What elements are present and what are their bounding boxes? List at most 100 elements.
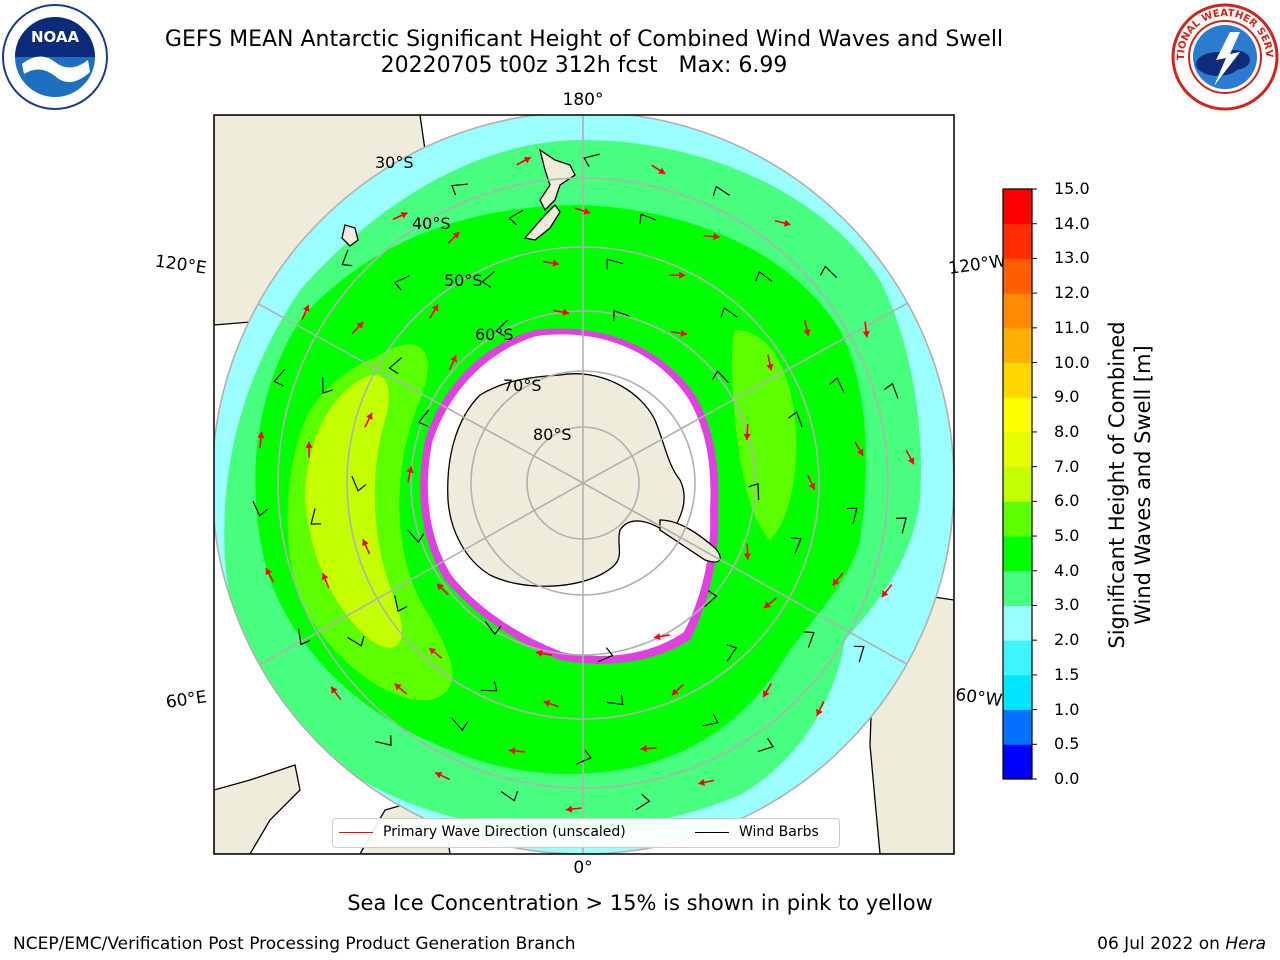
colorbar-segment [1003, 258, 1032, 294]
lat-label-70s: 70°S [503, 376, 542, 395]
wind-barb [351, 475, 367, 492]
colorbar-frame [1002, 188, 1033, 780]
wave-direction-arrowhead [366, 412, 373, 420]
wind-barb [393, 275, 410, 291]
wind-barb [310, 508, 322, 525]
colorbar-tick-label: 1.0 [1054, 699, 1080, 719]
wave-direction-arrowhead [302, 304, 310, 312]
colorbar-tick-label: 5.0 [1054, 526, 1080, 546]
colorbar-tick-label: 11.0 [1054, 317, 1090, 337]
colorbar-tick-label: 14.0 [1054, 213, 1090, 233]
legend-wave-line [339, 832, 373, 833]
wind-barb [252, 500, 268, 517]
land-over-disk [341, 148, 576, 247]
wind-barb [712, 185, 730, 197]
legend-barb-line [695, 832, 729, 833]
wave-direction-arrowhead [743, 433, 751, 440]
map-frame [213, 114, 955, 855]
colorbar-tick-label: 0.0 [1054, 769, 1080, 788]
colorbar-tick-label: 0.5 [1054, 734, 1080, 754]
lat-label-40s: 40°S [412, 214, 451, 233]
wave-direction-arrowhead [654, 633, 661, 641]
wave-direction-arrowhead [321, 573, 329, 581]
legend-wind-barbs: Wind Barbs [739, 824, 819, 840]
credit-left: NCEP/EMC/Verification Post Processing Pr… [13, 934, 576, 954]
wave-direction-arrowhead [658, 167, 666, 174]
wave-direction-arrowhead [331, 686, 338, 694]
wind-barb [790, 537, 802, 554]
wind-barb [788, 411, 803, 428]
wind-barb [635, 794, 651, 811]
wave-direction-arrowhead [763, 601, 771, 609]
wave-direction-arrowhead [265, 568, 272, 576]
wave-direction-arrowhead [713, 232, 720, 241]
colorbar-segment [1003, 605, 1032, 641]
wind-barb [583, 153, 600, 168]
colorbar-segment [1003, 744, 1032, 780]
colorbar-tick-label: 2.0 [1054, 630, 1080, 650]
credit-right: 06 Jul 2022 on Hera [1097, 934, 1266, 954]
credit-date: 06 Jul 2022 on [1097, 934, 1226, 954]
colorbar-tick-label: 10.0 [1054, 352, 1090, 372]
wave-direction-arrowhead [763, 690, 770, 698]
colorbar-segment [1003, 640, 1032, 676]
wind-barb [407, 529, 425, 544]
wave-direction-arrowhead [536, 649, 543, 657]
wave-direction-arrowhead [680, 329, 688, 337]
colorbar-segment [1003, 327, 1032, 364]
colorbar-segment [1003, 570, 1032, 606]
colorbar-segment [1003, 501, 1032, 537]
wind-barb [757, 737, 774, 753]
wave-direction-arrowhead [671, 688, 679, 696]
africa-land [214, 764, 301, 854]
wave-direction-arrowhead [816, 708, 823, 716]
lat-label-30s: 30°S [375, 153, 414, 172]
lon-label-120w: 120°W [947, 251, 1007, 279]
colorbar-tick-label: 1.5 [1054, 664, 1080, 684]
new-zealand-south [523, 203, 561, 241]
lon-label-60w: 60°W [954, 685, 1003, 711]
colorbar-tick-label: 8.0 [1054, 421, 1080, 441]
wave-direction-arrowhead [552, 259, 560, 267]
lat-label-80s: 80°S [533, 425, 572, 444]
wind-barb [500, 791, 519, 802]
wind-barb [394, 595, 408, 613]
wind-barb [451, 183, 468, 196]
wind-barb [819, 265, 838, 279]
wind-barb [575, 749, 592, 765]
wind-barb [702, 713, 719, 727]
lon-label-60e: 60°E [165, 687, 208, 712]
sea-ice-footnote: Sea Ice Concentration > 15% is shown in … [347, 891, 933, 915]
lon-label-0: 0° [573, 858, 592, 878]
colorbar-tick-label: 12.0 [1054, 283, 1090, 303]
antarctica-land [447, 373, 685, 587]
colorbar-label: Significant Height of Combined Wind Wave… [1104, 235, 1156, 735]
wave-direction-arrowhead [257, 431, 265, 439]
tasmania [341, 224, 359, 247]
colorbar-label-line-2: Wind Waves and Swell [m] [1131, 345, 1155, 625]
colorbar-segment [1003, 709, 1032, 745]
wave-direction-arrowhead [881, 590, 889, 598]
wave-field-5-6m [305, 374, 402, 648]
colorbar-tick-label: 15.0 [1054, 179, 1090, 198]
wind-barb [846, 507, 858, 524]
wind-barb [388, 357, 403, 375]
colorbar-tick-label: 13.0 [1054, 248, 1090, 268]
lat-label-50s: 50°S [444, 271, 483, 290]
wind-barb [508, 209, 524, 226]
legend-wave-direction: Primary Wave Direction (unscaled) [383, 824, 626, 840]
colorbar-tick-label: 4.0 [1054, 560, 1080, 580]
wind-barb [321, 376, 333, 394]
wave-direction-arrowhead [803, 329, 811, 336]
wind-barb [298, 628, 311, 646]
wave-direction-arrowhead [509, 747, 516, 755]
colorbar-tick-label: 3.0 [1054, 595, 1080, 615]
wind-barb [755, 270, 773, 282]
wind-barb [803, 631, 815, 648]
wave-direction-arrowhead [450, 355, 457, 363]
wave-direction-arrowhead [406, 466, 414, 474]
lat-label-60s: 60°S [475, 325, 514, 344]
wind-barb [853, 645, 865, 663]
wave-direction-arrowhead [907, 457, 915, 465]
